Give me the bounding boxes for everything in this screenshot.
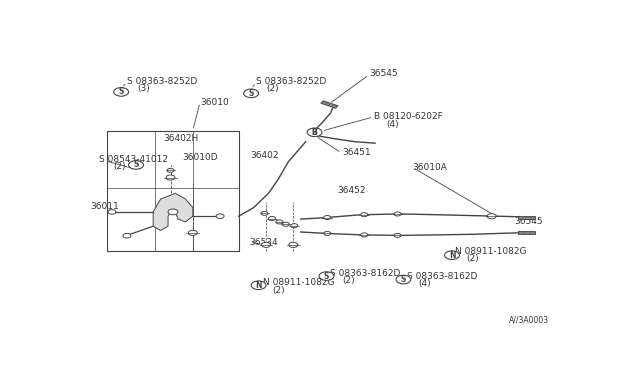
Text: (2): (2) [273, 286, 285, 295]
Circle shape [188, 230, 197, 235]
Circle shape [282, 222, 289, 226]
Text: 36010A: 36010A [412, 163, 447, 172]
Text: S 08363-8162D: S 08363-8162D [330, 269, 401, 278]
Text: 36010: 36010 [200, 98, 228, 107]
Circle shape [251, 281, 266, 289]
Circle shape [167, 169, 174, 172]
Text: B: B [312, 128, 317, 137]
Text: 36402H: 36402H [163, 134, 198, 143]
Circle shape [168, 209, 178, 215]
Circle shape [394, 212, 401, 216]
Text: S 08363-8162D: S 08363-8162D [408, 272, 477, 280]
Circle shape [289, 242, 298, 247]
Text: S 08363-8252D: S 08363-8252D [127, 77, 197, 86]
Circle shape [445, 251, 460, 260]
Circle shape [396, 275, 411, 284]
Text: 36402: 36402 [250, 151, 278, 160]
Text: S 08363-8252D: S 08363-8252D [256, 77, 326, 86]
Circle shape [129, 161, 143, 169]
Circle shape [123, 233, 131, 238]
Bar [108, 131, 239, 251]
Text: N 08911-1082G: N 08911-1082G [455, 247, 527, 256]
Circle shape [166, 175, 175, 180]
Text: 36451: 36451 [342, 148, 371, 157]
Text: 36534: 36534 [250, 238, 278, 247]
Text: S: S [324, 272, 329, 280]
Text: N: N [449, 251, 455, 260]
Circle shape [262, 242, 271, 247]
Polygon shape [153, 193, 193, 231]
Text: (2): (2) [342, 276, 355, 285]
Polygon shape [518, 231, 535, 234]
Circle shape [261, 211, 268, 215]
Circle shape [308, 129, 321, 136]
Circle shape [324, 231, 331, 235]
Polygon shape [518, 216, 535, 218]
Circle shape [324, 215, 331, 219]
Text: S 08543-41012: S 08543-41012 [99, 155, 168, 164]
Circle shape [361, 233, 367, 237]
Circle shape [394, 233, 401, 237]
Text: (2): (2) [466, 254, 479, 263]
Text: 36545: 36545 [515, 217, 543, 226]
Text: N 08911-1082G: N 08911-1082G [262, 279, 334, 288]
Text: B 08120-6202F: B 08120-6202F [374, 112, 443, 121]
Circle shape [291, 224, 298, 228]
Text: S: S [248, 89, 254, 98]
Circle shape [108, 210, 116, 214]
Text: A//3A0003: A//3A0003 [509, 316, 548, 325]
Text: 36452: 36452 [337, 186, 365, 195]
Circle shape [216, 214, 224, 218]
Text: (2): (2) [266, 84, 278, 93]
Text: 36545: 36545 [370, 69, 398, 78]
Circle shape [276, 220, 283, 224]
Text: N: N [255, 281, 262, 290]
Text: S: S [133, 160, 139, 169]
Text: S: S [118, 87, 124, 96]
Polygon shape [321, 101, 339, 108]
Text: B: B [312, 128, 317, 137]
Text: (3): (3) [137, 84, 150, 93]
Text: (4): (4) [386, 120, 399, 129]
Text: S: S [401, 275, 406, 284]
Circle shape [487, 214, 496, 219]
Circle shape [361, 213, 367, 217]
Text: 36010D: 36010D [182, 153, 218, 162]
Text: (2): (2) [114, 162, 126, 171]
Circle shape [244, 89, 259, 97]
Circle shape [307, 128, 322, 137]
Text: (4): (4) [419, 279, 431, 288]
Circle shape [114, 87, 129, 96]
Text: 36011: 36011 [90, 202, 118, 211]
Circle shape [269, 217, 275, 221]
Circle shape [319, 272, 334, 280]
